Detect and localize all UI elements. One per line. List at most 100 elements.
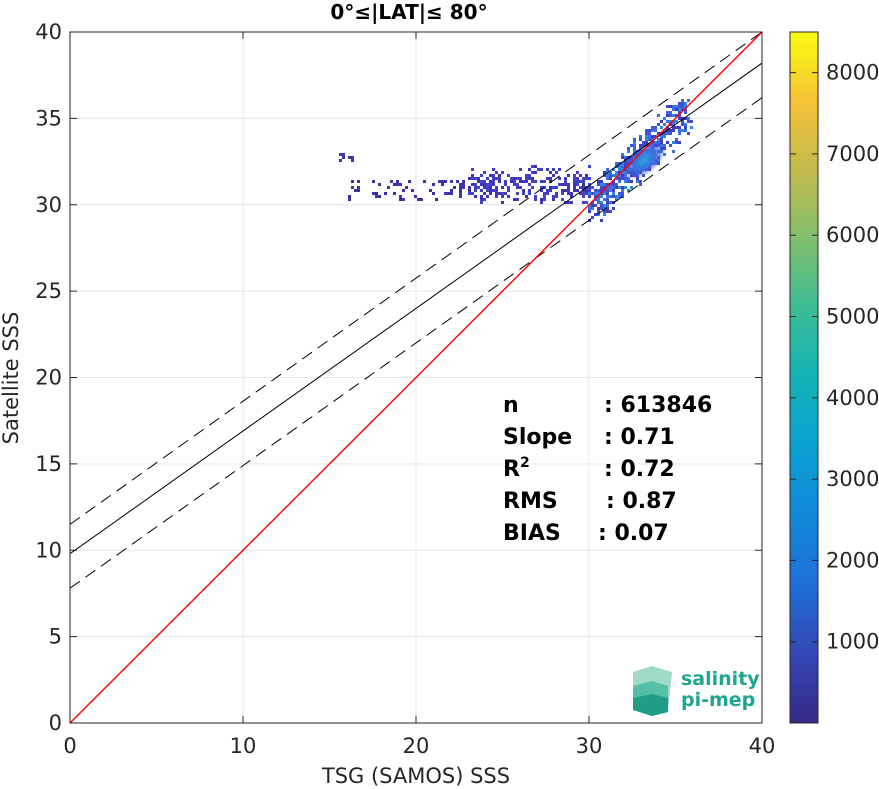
density-cell bbox=[483, 183, 486, 186]
density-cell bbox=[471, 174, 474, 177]
density-cell bbox=[666, 105, 669, 108]
density-cell bbox=[621, 153, 624, 156]
density-cell bbox=[612, 174, 615, 177]
density-cell bbox=[498, 177, 501, 180]
density-cell bbox=[642, 141, 645, 144]
density-cell bbox=[549, 177, 552, 180]
colorbar-tick-label-4000: 4000 bbox=[826, 386, 879, 410]
density-cell bbox=[549, 189, 552, 192]
density-cell bbox=[492, 174, 495, 177]
density-cell bbox=[462, 186, 465, 189]
density-cell bbox=[546, 177, 549, 180]
density-cell bbox=[663, 132, 666, 135]
density-cell bbox=[639, 138, 642, 141]
density-cell bbox=[672, 141, 675, 144]
density-cell bbox=[429, 189, 432, 192]
density-cell bbox=[477, 186, 480, 189]
density-cell bbox=[600, 186, 603, 189]
density-cell bbox=[348, 198, 351, 201]
density-cell bbox=[474, 195, 477, 198]
density-cell bbox=[687, 117, 690, 120]
density-cell bbox=[459, 195, 462, 198]
density-cell bbox=[600, 183, 603, 186]
density-cell bbox=[669, 120, 672, 123]
density-cell bbox=[597, 183, 600, 186]
density-cell bbox=[480, 180, 483, 183]
density-cell bbox=[552, 186, 555, 189]
density-cell bbox=[603, 186, 606, 189]
density-cell bbox=[657, 138, 660, 141]
density-cell bbox=[531, 171, 534, 174]
identity-line bbox=[70, 32, 762, 723]
density-cell bbox=[513, 180, 516, 183]
density-cell bbox=[501, 186, 504, 189]
density-cell bbox=[603, 207, 606, 210]
density-cell bbox=[606, 204, 609, 207]
density-cell bbox=[372, 180, 375, 183]
density-cell bbox=[492, 168, 495, 171]
density-cell bbox=[459, 189, 462, 192]
density-cell bbox=[600, 201, 603, 204]
density-cell bbox=[645, 135, 648, 138]
density-cell bbox=[690, 120, 693, 123]
density-cell bbox=[414, 195, 417, 198]
density-cell bbox=[483, 198, 486, 201]
y-tick-label-35: 35 bbox=[35, 106, 62, 130]
density-cell bbox=[603, 210, 606, 213]
stat-label-n: n bbox=[503, 393, 519, 418]
density-cell bbox=[348, 156, 351, 159]
density-cell bbox=[669, 111, 672, 114]
density-cell bbox=[459, 183, 462, 186]
density-cell bbox=[663, 117, 666, 120]
density-cell bbox=[348, 195, 351, 198]
density-cell bbox=[579, 192, 582, 195]
density-cell bbox=[522, 189, 525, 192]
density-cell bbox=[489, 180, 492, 183]
density-cell bbox=[651, 138, 654, 141]
density-cell bbox=[681, 120, 684, 123]
density-cell bbox=[609, 201, 612, 204]
density-cell bbox=[573, 183, 576, 186]
logo-line1: salinity bbox=[681, 668, 760, 690]
colorbar-tick-label-3000: 3000 bbox=[826, 467, 879, 491]
density-cell bbox=[621, 189, 624, 192]
density-cell bbox=[678, 117, 681, 120]
density-cell bbox=[516, 198, 519, 201]
density-cell bbox=[453, 186, 456, 189]
density-cell bbox=[417, 198, 420, 201]
density-cell bbox=[342, 156, 345, 159]
density-cell bbox=[684, 126, 687, 129]
density-cell bbox=[507, 189, 510, 192]
colorbar-tick-label-2000: 2000 bbox=[826, 548, 879, 572]
density-cell bbox=[528, 192, 531, 195]
lower-bound-line bbox=[70, 97, 762, 589]
density-cell bbox=[423, 180, 426, 183]
density-cell bbox=[375, 195, 378, 198]
density-cell bbox=[585, 192, 588, 195]
density-cell bbox=[564, 183, 567, 186]
density-cell bbox=[582, 195, 585, 198]
density-cell bbox=[510, 177, 513, 180]
density-cell bbox=[597, 198, 600, 201]
density-cell bbox=[687, 99, 690, 102]
density-cell bbox=[654, 135, 657, 138]
density-cell bbox=[543, 192, 546, 195]
density-cell bbox=[477, 180, 480, 183]
density-cell bbox=[669, 144, 672, 147]
density-cell bbox=[618, 177, 621, 180]
density-cell bbox=[681, 108, 684, 111]
density-cell bbox=[480, 183, 483, 186]
density-region-3 bbox=[339, 153, 354, 162]
density-cell bbox=[609, 210, 612, 213]
density-cell bbox=[450, 180, 453, 183]
density-region-1 bbox=[468, 165, 591, 204]
stat-value-rms: : 0.87 bbox=[606, 489, 677, 514]
density-cell bbox=[339, 153, 342, 156]
density-cell bbox=[501, 201, 504, 204]
density-cell bbox=[570, 195, 573, 198]
density-cell bbox=[375, 192, 378, 195]
density-cell bbox=[624, 180, 627, 183]
density-cell bbox=[357, 189, 360, 192]
